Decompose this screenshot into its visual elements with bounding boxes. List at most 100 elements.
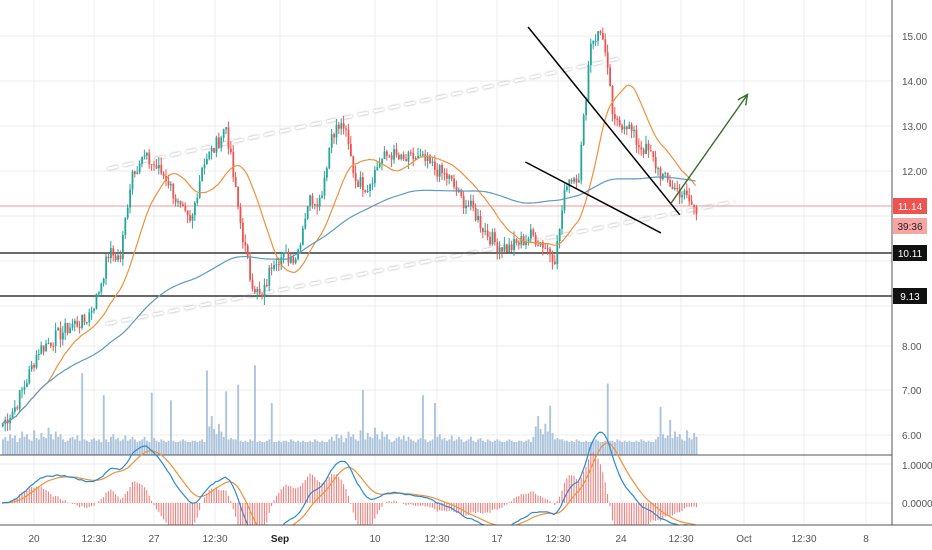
volume-bar (676, 436, 679, 455)
candle-body (496, 242, 499, 253)
volume-bar (645, 442, 648, 455)
volume-bar (580, 442, 583, 455)
volume-bar (623, 440, 626, 455)
volume-bar (635, 440, 638, 455)
candle-body (146, 152, 148, 156)
volume-bar (441, 439, 444, 455)
volume-bar (616, 439, 619, 455)
candle-body (294, 259, 297, 264)
volume-bar (669, 419, 672, 455)
candle-body (498, 247, 501, 253)
candle-body (263, 284, 266, 298)
volume-bar (582, 442, 585, 455)
candle-body (681, 195, 683, 198)
candle-body (563, 190, 566, 211)
candle-body (436, 169, 439, 177)
volume-bar (683, 440, 686, 455)
volume-bar (177, 442, 180, 455)
candle-body (338, 124, 340, 129)
candle-body (105, 256, 107, 279)
volume-bar (186, 442, 189, 455)
candle-body (340, 123, 343, 129)
volume-bar (482, 440, 484, 455)
candle-body (657, 168, 659, 170)
candle-body (177, 201, 179, 203)
volume-bar (244, 440, 247, 455)
wedge-lines (525, 26, 749, 234)
candle-body (669, 180, 671, 187)
volume-bar (273, 442, 276, 455)
candle-body (311, 195, 314, 205)
candle-body (299, 244, 302, 250)
volume-bar (83, 439, 86, 455)
volume-bar (537, 416, 540, 455)
volume-bar (268, 439, 271, 455)
volume-bar (323, 442, 326, 455)
candle-body (422, 154, 424, 156)
volume-bar (129, 439, 132, 455)
candle-body (635, 129, 638, 146)
candle-body (52, 345, 55, 347)
volume-bar (21, 431, 24, 455)
volume-bar (155, 440, 158, 455)
volume-bar (352, 434, 355, 455)
volume-bar (114, 439, 117, 455)
candle-body (479, 215, 482, 229)
candle-body (74, 320, 76, 324)
candle-body (518, 242, 520, 245)
volume-bar (693, 432, 696, 455)
volume-bar (90, 439, 93, 455)
volume-bar (74, 439, 76, 455)
volume-bar (2, 439, 4, 455)
candle-body (614, 114, 616, 119)
volume-bar (45, 438, 48, 455)
candle-body (59, 328, 62, 340)
candle-body (455, 186, 458, 192)
volume-bar (544, 423, 547, 455)
candle-body (162, 173, 165, 177)
candle-body (688, 194, 691, 202)
volume-bar (165, 442, 168, 455)
time-tick-label: Sep (271, 534, 289, 545)
candle-body (693, 204, 695, 207)
candle-body (150, 164, 153, 166)
candle-body (510, 244, 513, 251)
volume-bar (304, 442, 307, 455)
volume-bar (489, 440, 492, 455)
candle-body (249, 257, 251, 280)
volume-bar (474, 442, 477, 455)
candle-body (400, 154, 403, 160)
candle-body (366, 190, 369, 193)
volume-bar (213, 429, 216, 455)
volume-bar (671, 438, 674, 455)
volume-bar (196, 442, 199, 455)
price-badges: 11.14 39:36 10.11 9.13 (893, 198, 927, 304)
candle-body (196, 197, 199, 203)
volume-bar (491, 442, 494, 455)
volume-bar (366, 432, 369, 455)
volume-bar (494, 440, 496, 455)
candle-body (472, 200, 475, 208)
volume-bar (117, 438, 120, 455)
candle-body (448, 175, 451, 179)
candle-body (642, 149, 645, 154)
volume-bar (450, 435, 453, 455)
candle-body (556, 241, 559, 264)
volume-bar (659, 406, 662, 455)
candle-body (549, 248, 551, 255)
volume-bar (345, 438, 348, 455)
candle-body (23, 386, 26, 390)
candle-body (362, 177, 364, 191)
candle-body (304, 218, 307, 229)
volume-bar (606, 383, 609, 455)
volume-bar (290, 439, 292, 455)
volume-bar (647, 440, 650, 455)
volume-bar (69, 438, 72, 455)
volume-bar (563, 440, 566, 455)
candle-body (167, 181, 170, 186)
price-tick-label: 6.00 (902, 431, 922, 442)
volume-bar (347, 431, 350, 455)
candle-body (650, 150, 652, 152)
candle-body (623, 126, 626, 130)
